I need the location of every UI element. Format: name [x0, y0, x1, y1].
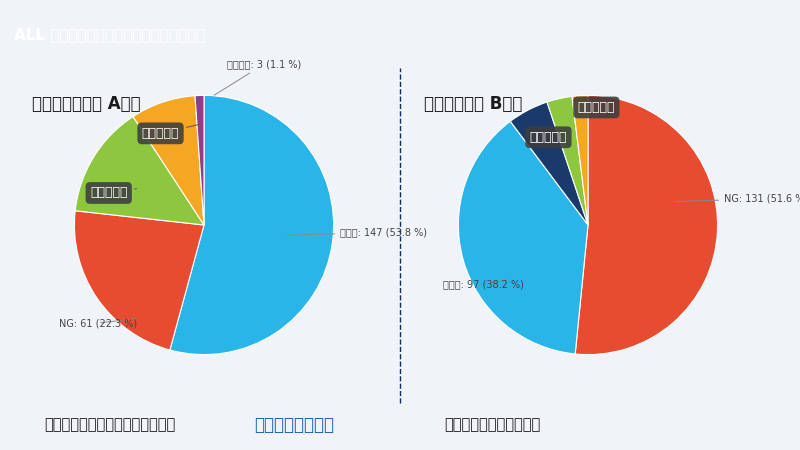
Wedge shape: [170, 95, 334, 355]
Wedge shape: [572, 95, 588, 225]
Text: 未接定: 147 (53.8 %): 未接定: 147 (53.8 %): [287, 227, 427, 237]
Text: NG: 61 (22.3 %): NG: 61 (22.3 %): [59, 318, 137, 328]
Text: NG: 131 (51.6 %): NG: 131 (51.6 %): [675, 194, 800, 204]
Wedge shape: [547, 96, 588, 225]
Text: トップセールス Aさん: トップセールス Aさん: [32, 95, 141, 113]
Text: も同時に創出している。: も同時に創出している。: [444, 417, 540, 432]
Wedge shape: [575, 95, 718, 355]
Text: アポイント予備軍: アポイント予備軍: [254, 416, 334, 434]
Wedge shape: [458, 122, 588, 354]
Wedge shape: [510, 102, 588, 225]
Wedge shape: [133, 96, 204, 225]
Wedge shape: [195, 95, 204, 225]
Text: アポ予備軍: アポ予備軍: [578, 101, 615, 114]
Wedge shape: [74, 211, 204, 350]
Text: アポイント: アポイント: [90, 186, 137, 199]
Text: ウォーム: 3 (1.1 %): ウォーム: 3 (1.1 %): [214, 59, 302, 95]
Wedge shape: [75, 117, 204, 225]
Text: アポイント: アポイント: [530, 131, 567, 144]
Text: アポ予備軍: アポ予備軍: [142, 125, 198, 140]
Text: 育成レイヤー Bさん: 育成レイヤー Bさん: [424, 95, 522, 113]
Text: アポイント率の高いメンバーは、: アポイント率の高いメンバーは、: [44, 417, 175, 432]
Text: 未接定: 97 (38.2 %): 未接定: 97 (38.2 %): [443, 279, 524, 289]
Text: ALL トップセールスと育成レイヤーの比較: ALL トップセールスと育成レイヤーの比較: [14, 27, 206, 42]
